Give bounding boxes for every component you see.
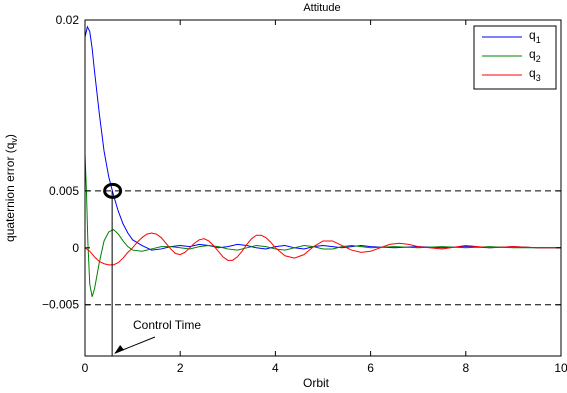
x-tick-label: 8: [462, 361, 469, 375]
x-tick-label: 6: [367, 361, 374, 375]
y-tick-label: 0: [72, 241, 79, 255]
annotation-arrow-head: [114, 345, 125, 354]
x-tick-label: 0: [82, 361, 89, 375]
series-lines: [85, 25, 561, 297]
series-line-q2: [85, 154, 561, 297]
legend-box: [473, 25, 557, 90]
y-tick-label: −0.005: [42, 298, 79, 312]
x-tick-label: 2: [177, 361, 184, 375]
legend-label-q1: q1: [529, 28, 541, 45]
x-axis-label: Orbit: [303, 376, 330, 390]
axes-box: [84, 19, 562, 357]
x-tick-label: 10: [554, 361, 567, 375]
x-tick-label: 4: [272, 361, 279, 375]
y-tick-label: 0.005: [49, 184, 79, 198]
control-time-marker: Control Time: [103, 182, 201, 356]
legend: q1 q2 q3: [473, 25, 557, 90]
series-line-q3: [85, 232, 561, 266]
legend-label-q2: q2: [529, 47, 541, 64]
legend-label-q3: q3: [529, 66, 541, 83]
plot-area: [85, 25, 561, 306]
chart-title: Attitude: [303, 2, 340, 14]
x-axis: 0 2 4 6 8 10: [82, 20, 567, 375]
y-axis-label: quaternion error (qv): [3, 134, 19, 242]
y-axis: −0.005 0 0.005 0.02: [42, 13, 561, 312]
control-time-annotation: Control Time: [133, 318, 201, 332]
y-tick-label: 0.02: [56, 13, 80, 27]
